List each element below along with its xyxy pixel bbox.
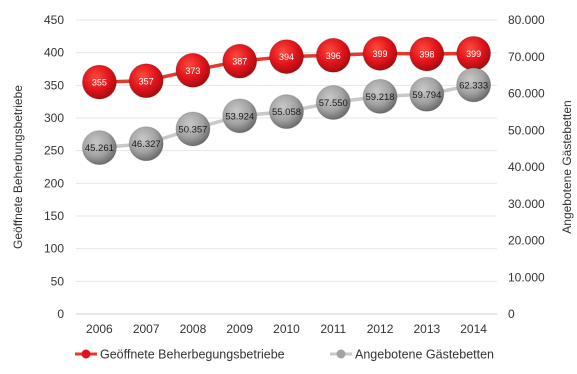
x-tick-label: 2012	[367, 322, 394, 336]
x-tick-label: 2011	[320, 322, 346, 336]
y-left-tick-label: 200	[44, 176, 64, 190]
data-label: 387	[232, 57, 247, 67]
data-label: 355	[92, 78, 107, 88]
data-point-marker	[222, 98, 258, 134]
data-point-marker	[81, 130, 117, 166]
y-left-tick-label: 0	[57, 307, 64, 321]
data-point-marker	[269, 39, 304, 75]
y-left-tick-label: 450	[44, 13, 64, 27]
y-left-tick-label: 50	[51, 274, 65, 288]
data-point-marker	[222, 43, 258, 79]
legend-swatch-marker	[336, 349, 346, 359]
y-right-tick-label: 50.000	[508, 123, 545, 137]
legend-swatch-marker	[81, 349, 91, 359]
data-point-marker	[269, 94, 304, 130]
data-label: 399	[373, 49, 388, 59]
data-label: 357	[139, 76, 154, 86]
y-right-tick-label: 30.000	[508, 197, 545, 211]
data-label: 53.924	[225, 111, 254, 122]
y-left-tick-label: 100	[44, 242, 64, 256]
y-left-tick-label: 400	[44, 46, 64, 60]
data-label: 398	[419, 49, 434, 59]
y-right-tick-label: 70.000	[508, 50, 545, 64]
x-tick-label: 2010	[273, 322, 300, 336]
data-point-marker	[315, 37, 351, 73]
x-tick-label: 2009	[226, 322, 253, 336]
y-right-tick-label: 10.000	[508, 270, 545, 284]
data-label: 45.261	[85, 143, 114, 154]
data-point-marker	[81, 64, 117, 100]
data-label: 62.333	[459, 80, 488, 91]
y-left-tick-label: 250	[44, 144, 64, 158]
data-point-marker	[409, 76, 445, 112]
data-point-marker	[128, 63, 164, 99]
data-point-marker	[409, 36, 445, 72]
series: 355 357 373 387 394 396 399 398 399 45.261 46.327 5…	[81, 35, 492, 166]
data-label: 399	[466, 49, 481, 59]
data-label: 59.794	[412, 90, 441, 101]
data-label: 57.550	[319, 98, 348, 109]
data-label: 394	[279, 52, 294, 62]
data-point-marker	[362, 35, 398, 71]
x-tick-label: 2013	[413, 322, 440, 336]
data-label: 396	[326, 51, 341, 61]
x-tick-label: 2014	[460, 322, 487, 336]
data-label: 55.058	[272, 107, 301, 118]
y-right-tick-label: 20.000	[508, 234, 545, 248]
data-point-marker	[456, 67, 492, 103]
legend-label: Geöffnete Beherbegungsbetriebe	[100, 348, 285, 362]
data-point-marker	[175, 52, 211, 88]
y-right-tick-label: 80.000	[508, 13, 545, 27]
y-left-tick-label: 300	[44, 111, 64, 125]
data-point-marker	[175, 111, 211, 147]
y-right-tick-label: 0	[508, 307, 515, 321]
y-left-tick-label: 150	[44, 209, 64, 223]
y-right-tick-label: 60.000	[508, 87, 545, 101]
legend-label: Angebotene Gästebetten	[355, 348, 494, 362]
data-label: 50.357	[178, 124, 207, 135]
data-label: 46.327	[132, 139, 161, 150]
y-left-tick-label: 350	[44, 78, 64, 92]
y-axis-right: 0 10.000 20.000 30.000 40.000 50.000 60.000 70.…	[508, 13, 574, 321]
x-tick-label: 2008	[180, 322, 207, 336]
y-right-tick-label: 40.000	[508, 160, 545, 174]
x-tick-label: 2007	[133, 322, 160, 336]
data-point-marker	[315, 85, 351, 121]
data-label: 373	[185, 66, 200, 76]
data-label: 59.218	[366, 92, 395, 103]
data-point-marker	[128, 126, 164, 162]
y-axis-left: 0 50 100 150 200 250 300 350 400 450 Geöffnete Beh…	[11, 13, 64, 321]
legend: Geöffnete Beherbegungsbetriebe Angebotene…	[75, 348, 494, 362]
x-tick-label: 2006	[86, 322, 113, 336]
y-left-axis-title: Geöffnete Beherbungsbetriebe	[11, 85, 25, 249]
data-point-marker	[362, 78, 398, 114]
y-right-axis-title: Angebotene Gästebetten	[560, 100, 574, 233]
x-axis: 2006 2007 2008 2009 2010 2011 2012 2013 2014	[86, 322, 487, 336]
